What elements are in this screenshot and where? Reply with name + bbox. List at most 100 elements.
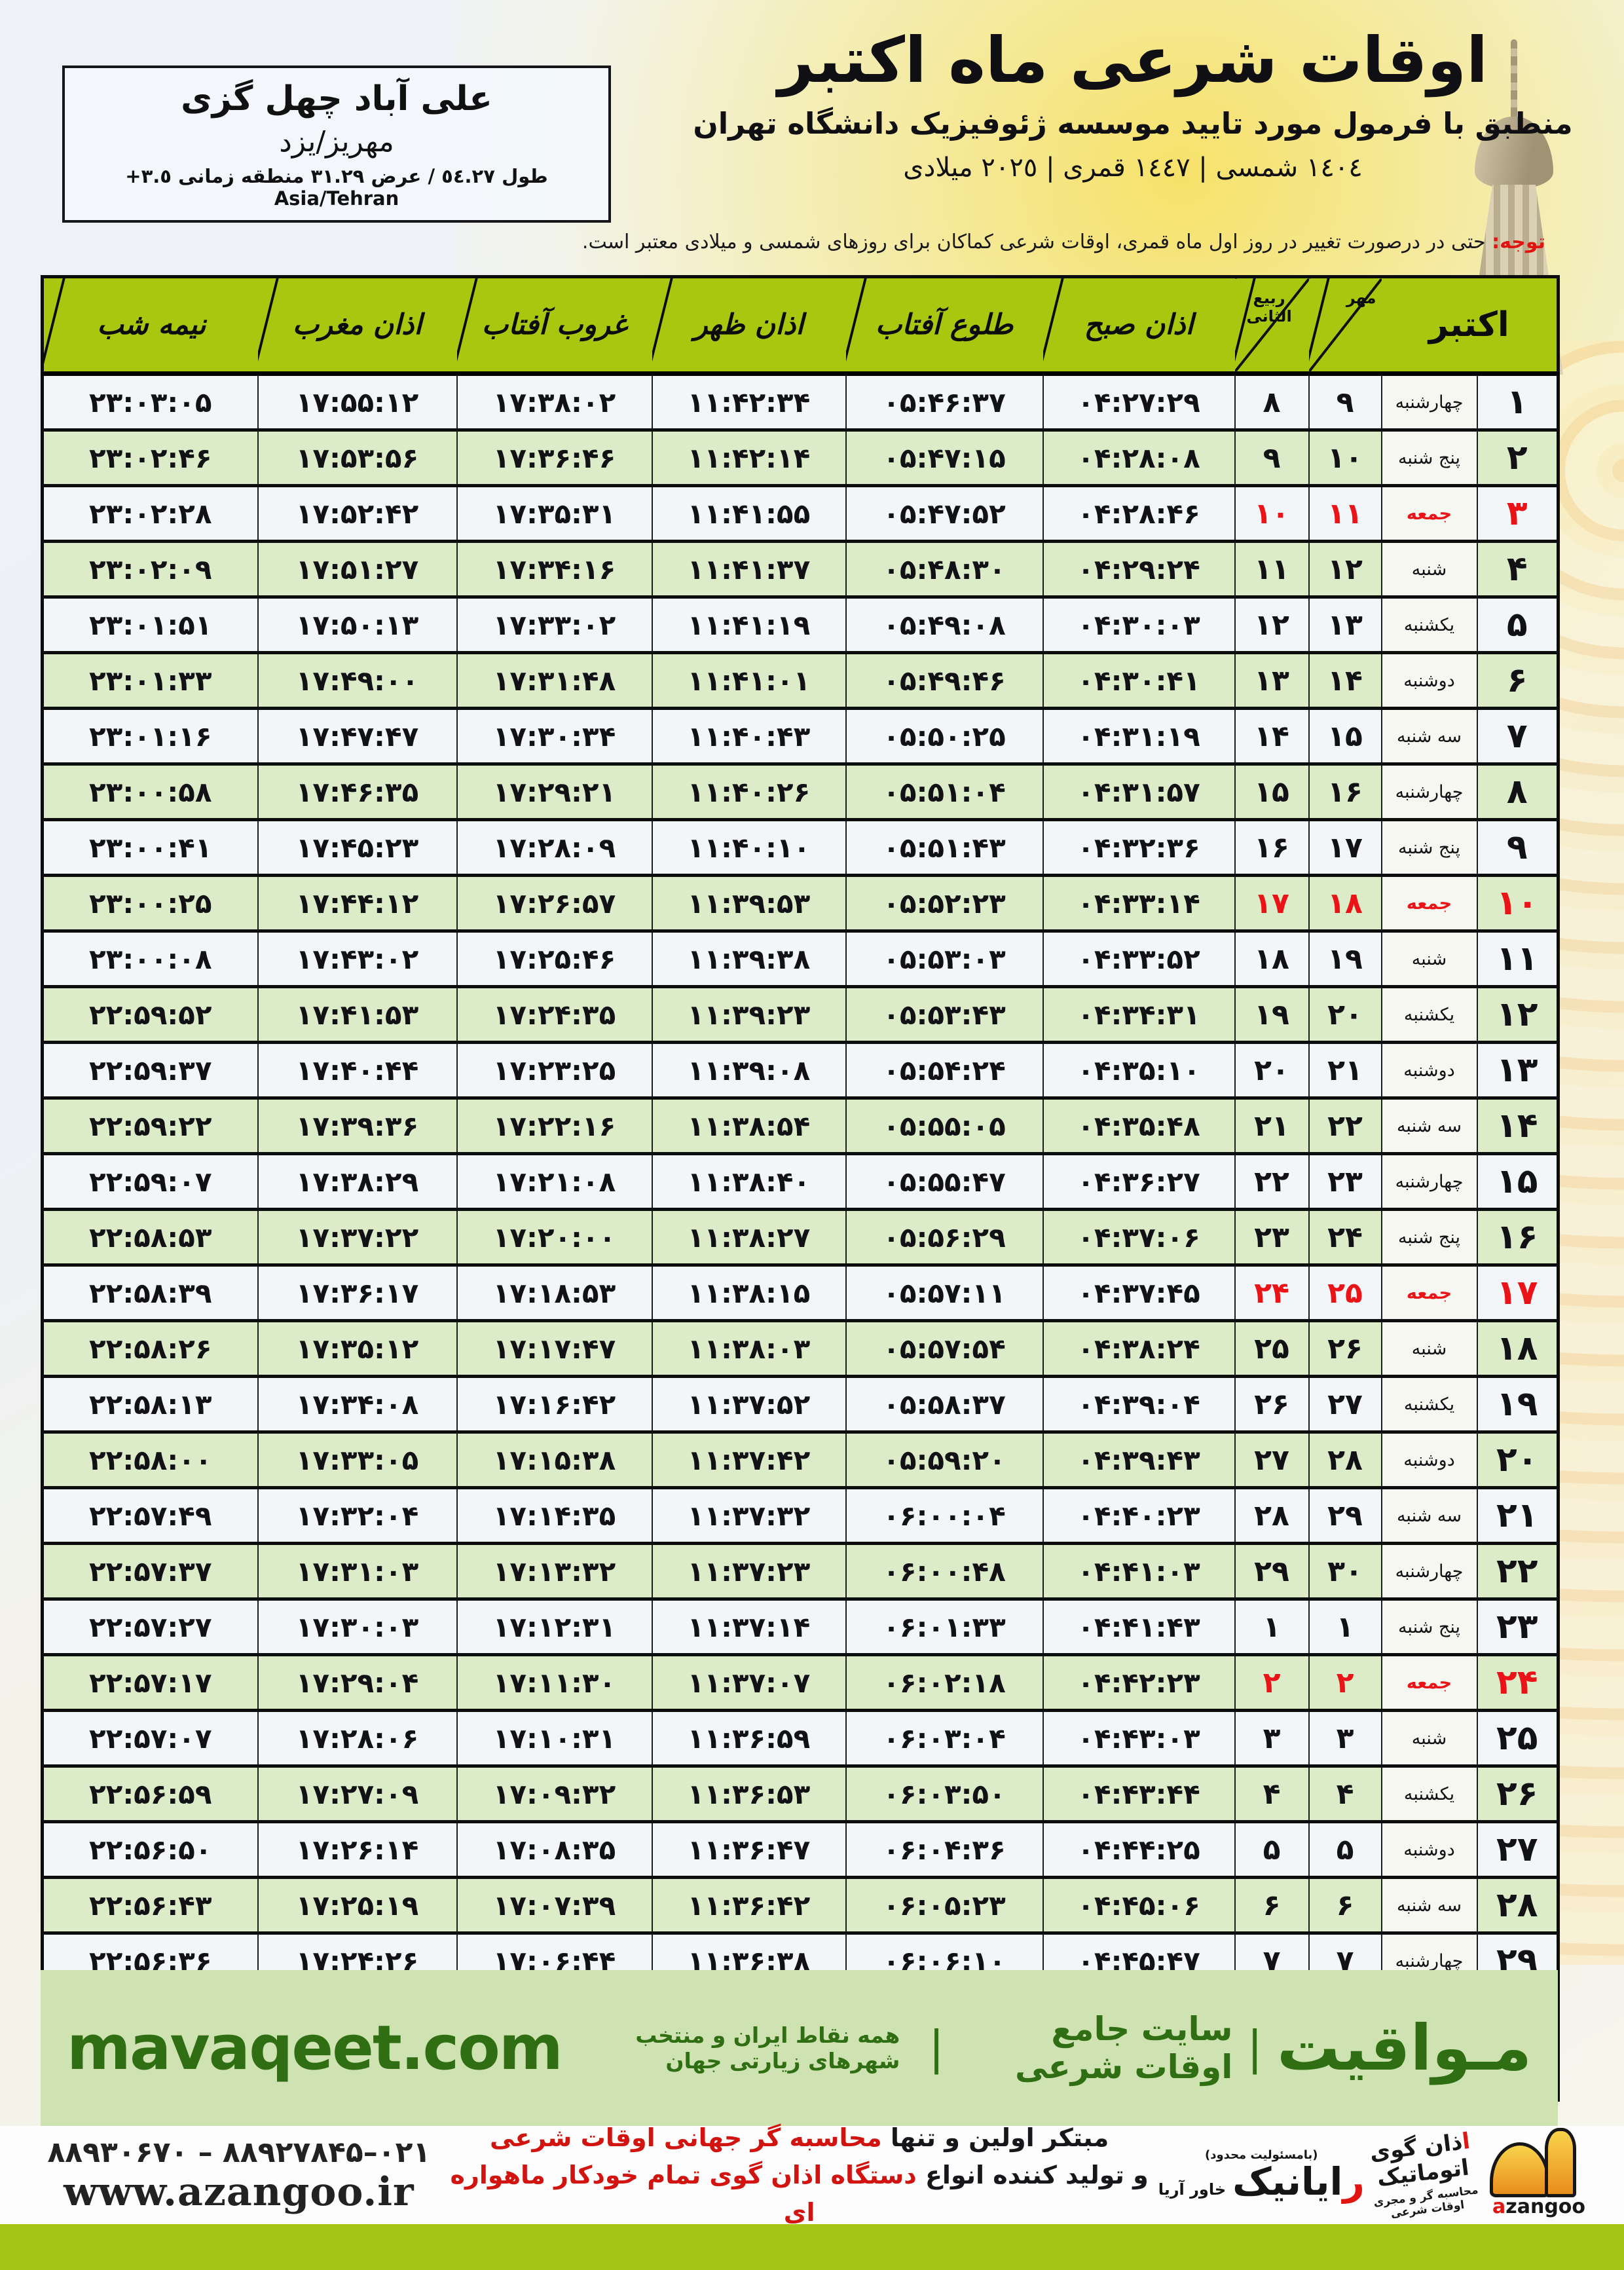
weekday-cell: سه شنبه: [1380, 1877, 1477, 1935]
hijri-month-day-cell: ۱۶: [1234, 819, 1309, 877]
sunset-cell: ۱۷:۲۹:۲۱: [456, 764, 652, 821]
october-day-cell: ۲۰: [1476, 1432, 1559, 1489]
sunset-cell: ۱۷:۳۱:۴۸: [456, 652, 652, 710]
sunrise-cell: ۰۵:۵۴:۲۴: [845, 1042, 1043, 1100]
azan-maghreb-cell: ۱۷:۴۴:۱۲: [257, 875, 457, 933]
hijri-month-day-cell: ۱۱: [1234, 541, 1309, 599]
october-day-cell: ۲۷: [1476, 1821, 1559, 1879]
location-name: علی آباد چهل گزی: [181, 79, 492, 119]
sunset-cell: ۱۷:۰۸:۳۵: [456, 1821, 652, 1879]
azan-zohr-cell: ۱۱:۳۸:۲۷: [651, 1209, 846, 1267]
sunset-cell: ۱۷:۳۶:۴۶: [456, 430, 652, 487]
azan-sobh-cell: ۰۴:۴۳:۰۳: [1042, 1710, 1235, 1768]
october-day-cell: ۲۱: [1476, 1487, 1559, 1545]
azan-sobh-cell: ۰۴:۳۰:۰۳: [1042, 597, 1235, 654]
azan-zohr-cell: ۱۱:۳۹:۰۸: [651, 1042, 846, 1100]
hijri-month-day-cell: ۱۴: [1234, 708, 1309, 766]
october-day-cell: ۱: [1476, 373, 1559, 432]
october-day-cell: ۲۶: [1476, 1766, 1559, 1823]
azan-maghreb-cell: ۱۷:۵۵:۱۲: [257, 373, 457, 432]
midnight-cell: ۲۲:۵۹:۰۷: [42, 1153, 258, 1211]
midnight-cell: ۲۲:۵۸:۲۶: [42, 1320, 258, 1378]
hijri-month-day-cell: ۱۳: [1234, 652, 1309, 710]
sunrise-cell: ۰۵:۵۲:۲۳: [845, 875, 1043, 933]
mavaqeet-subtext: همه نقاط ایران و منتخب شهرهای زیارتی جها…: [635, 2022, 900, 2074]
table-header-row: اکتبر مهر آبان ربیع الثانی جمادی الاول ا…: [42, 276, 1559, 376]
weekday-cell: چهارشنبه: [1380, 1153, 1477, 1211]
sunrise-cell: ۰۶:۰۳:۰۴: [845, 1710, 1043, 1768]
october-day-cell: ۱۱: [1476, 931, 1559, 988]
sunset-cell: ۱۷:۱۵:۳۸: [456, 1432, 652, 1489]
azan-maghreb-cell: ۱۷:۳۱:۰۳: [257, 1543, 457, 1601]
azan-sobh-cell: ۰۴:۴۵:۰۶: [1042, 1877, 1235, 1935]
weekday-cell: پنج شنبه: [1380, 430, 1477, 487]
azan-zohr-cell: ۱۱:۳۷:۴۲: [651, 1432, 846, 1489]
table-row: ۱۰ جمعه ۱۸ ۱۷ ۰۴:۳۳:۱۴ ۰۵:۵۲:۲۳ ۱۱:۳۹:۵۳…: [42, 875, 1559, 933]
mavaqeet-url: mavaqeet.com: [67, 2012, 563, 2084]
sunrise-cell: ۰۵:۵۷:۱۱: [845, 1265, 1043, 1322]
persian-month-day-cell: ۱۹: [1308, 931, 1382, 988]
weekday-cell: جمعه: [1380, 1654, 1477, 1712]
midnight-cell: ۲۲:۵۷:۴۹: [42, 1487, 258, 1545]
sunset-cell: ۱۷:۲۱:۰۸: [456, 1153, 652, 1211]
persian-month-day-cell: ۲۵: [1308, 1265, 1382, 1322]
azan-zohr-cell: ۱۱:۳۷:۵۲: [651, 1376, 846, 1434]
rayanik-logo: (بامسئولیت محدود) رایانیکخاور آریا: [1156, 2148, 1366, 2202]
notice-label: توجه:: [1492, 231, 1545, 253]
sunrise-cell: ۰۵:۴۷:۵۲: [845, 485, 1043, 543]
midnight-cell: ۲۳:۰۱:۳۳: [42, 652, 258, 710]
october-day-cell: ۹: [1476, 819, 1559, 877]
title-block: اوقات شرعی ماه اکتبر منطبق با فرمول مورد…: [668, 24, 1598, 183]
hijri-month-day-cell: ۲۱: [1234, 1098, 1309, 1155]
table-row: ۱۱ شنبه ۱۹ ۱۸ ۰۴:۳۳:۵۲ ۰۵:۵۳:۰۳ ۱۱:۳۹:۳۸…: [42, 931, 1559, 988]
separator-bar: |: [929, 2021, 944, 2075]
hijri-month-day-cell: ۴: [1234, 1766, 1309, 1823]
hijri-month-day-cell: ۲۸: [1234, 1487, 1309, 1545]
midnight-cell: ۲۲:۵۸:۰۰: [42, 1432, 258, 1489]
midnight-cell: ۲۲:۵۹:۲۲: [42, 1098, 258, 1155]
persian-month-day-cell: ۳۰: [1308, 1543, 1382, 1601]
midnight-cell: ۲۳:۰۱:۱۶: [42, 708, 258, 766]
azan-zohr-cell: ۱۱:۴۰:۲۶: [651, 764, 846, 821]
table-row: ۱ چهارشنبه ۹ ۸ ۰۴:۲۷:۲۹ ۰۵:۴۶:۳۷ ۱۱:۴۲:۳…: [42, 373, 1559, 432]
midnight-cell: ۲۲:۵۶:۵۰: [42, 1821, 258, 1879]
sunset-cell: ۱۷:۱۴:۳۵: [456, 1487, 652, 1545]
slogan-line-1: مبتکر اولین و تنها محاسبه گر جهانی اوقات…: [490, 2123, 1109, 2152]
azan-zohr-cell: ۱۱:۴۲:۱۴: [651, 430, 846, 487]
azan-zohr-cell: ۱۱:۴۱:۵۵: [651, 485, 846, 543]
sunset-cell: ۱۷:۳۵:۳۱: [456, 485, 652, 543]
table-row: ۱۹ یکشنبه ۲۷ ۲۶ ۰۴:۳۹:۰۴ ۰۵:۵۸:۳۷ ۱۱:۳۷:…: [42, 1376, 1559, 1434]
weekday-cell: یکشنبه: [1380, 1376, 1477, 1434]
persian-month-top-label: مهر: [1346, 289, 1376, 307]
azan-sobh-cell: ۰۴:۲۹:۲۴: [1042, 541, 1235, 599]
october-day-cell: ۱۷: [1476, 1265, 1559, 1322]
azan-zohr-cell: ۱۱:۳۹:۲۳: [651, 986, 846, 1044]
table-row: ۱۴ سه شنبه ۲۲ ۲۱ ۰۴:۳۵:۴۸ ۰۵:۵۵:۰۵ ۱۱:۳۸…: [42, 1098, 1559, 1155]
persian-month-day-cell: ۱۲: [1308, 541, 1382, 599]
weekday-cell: شنبه: [1380, 1710, 1477, 1768]
persian-month-day-cell: ۲۸: [1308, 1432, 1382, 1489]
persian-month-day-cell: ۱۳: [1308, 597, 1382, 654]
table-row: ۲۰ دوشنبه ۲۸ ۲۷ ۰۴:۳۹:۴۳ ۰۵:۵۹:۲۰ ۱۱:۳۷:…: [42, 1432, 1559, 1489]
hijri-month-day-cell: ۹: [1234, 430, 1309, 487]
azan-sobh-cell: ۰۴:۳۳:۱۴: [1042, 875, 1235, 933]
persian-month-day-cell: ۹: [1308, 373, 1382, 432]
october-day-cell: ۱۵: [1476, 1153, 1559, 1211]
hijri-month-day-cell: ۱: [1234, 1599, 1309, 1656]
sunrise-cell: ۰۵:۴۸:۳۰: [845, 541, 1043, 599]
hijri-month-day-cell: ۲: [1234, 1654, 1309, 1712]
persian-month-day-cell: ۲۴: [1308, 1209, 1382, 1267]
october-day-cell: ۱۲: [1476, 986, 1559, 1044]
azan-sobh-cell: ۰۴:۴۳:۴۴: [1042, 1766, 1235, 1823]
october-day-cell: ۲۴: [1476, 1654, 1559, 1712]
sunrise-cell: ۰۵:۴۶:۳۷: [845, 373, 1043, 432]
midnight-cell: ۲۲:۵۷:۱۷: [42, 1654, 258, 1712]
azan-zohr-cell: ۱۱:۳۶:۴۷: [651, 1821, 846, 1879]
midnight-cell: ۲۲:۵۶:۵۹: [42, 1766, 258, 1823]
sunset-cell: ۱۷:۲۰:۰۰: [456, 1209, 652, 1267]
sunrise-cell: ۰۶:۰۵:۲۳: [845, 1877, 1043, 1935]
azan-maghreb-cell: ۱۷:۴۳:۰۲: [257, 931, 457, 988]
persian-month-day-cell: ۲۳: [1308, 1153, 1382, 1211]
column-header-azan-zohr: اذان ظهر: [652, 276, 846, 376]
azan-maghreb-cell: ۱۷:۳۷:۲۲: [257, 1209, 457, 1267]
